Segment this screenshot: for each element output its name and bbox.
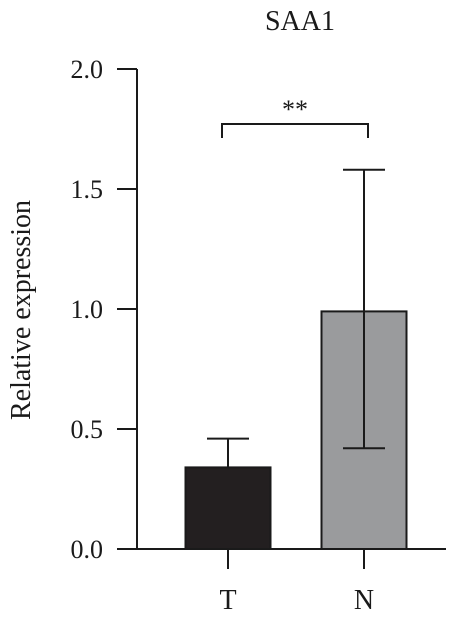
y-tick-label: 1.5: [71, 175, 104, 204]
x-tick-label: T: [219, 585, 236, 616]
error-bars: [207, 168, 385, 468]
x-tick-label: N: [354, 585, 374, 616]
y-axis-label: Relative expression: [6, 200, 37, 420]
significance-label: **: [282, 95, 308, 124]
significance-line: [221, 123, 369, 138]
bar-T: [184, 466, 272, 550]
y-tick-label: 0.0: [71, 535, 104, 564]
significance-bracket: **: [221, 95, 369, 138]
y-tick-label: 1.0: [71, 295, 104, 324]
chart-title: SAA1: [265, 6, 335, 37]
axes: 0.0 0.5 1.0 1.5 2.0 T N: [71, 55, 446, 616]
bars: [184, 310, 408, 550]
y-tick-label: 2.0: [71, 55, 104, 84]
y-tick-label: 0.5: [71, 415, 104, 444]
